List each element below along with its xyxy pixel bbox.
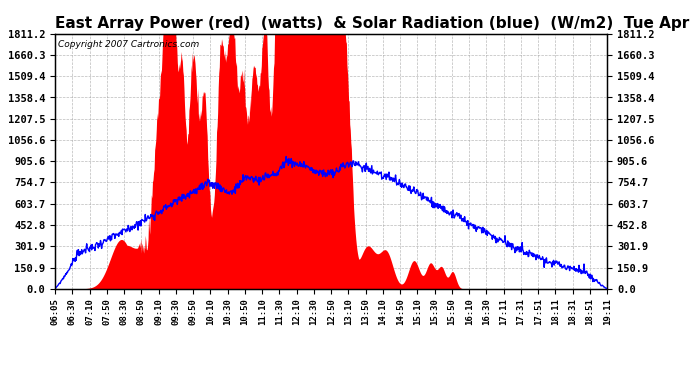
Text: East Array Power (red)  (watts)  & Solar Radiation (blue)  (W/m2)  Tue Apr 24 19: East Array Power (red) (watts) & Solar R… — [55, 16, 690, 31]
Text: Copyright 2007 Cartronics.com: Copyright 2007 Cartronics.com — [58, 40, 199, 49]
